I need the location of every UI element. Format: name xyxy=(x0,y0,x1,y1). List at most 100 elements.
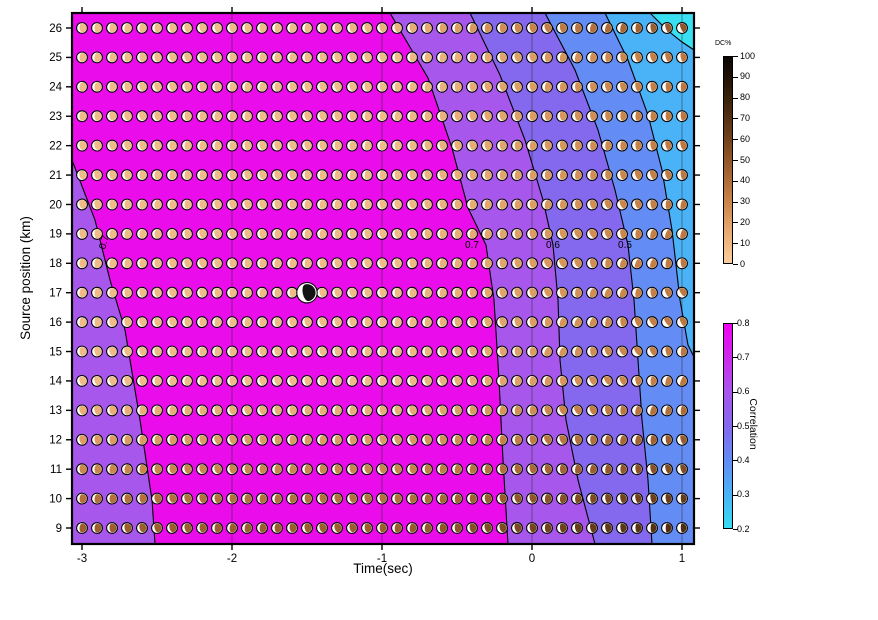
ball-shaded-quadrants xyxy=(439,141,447,150)
focal-mechanism-glyph xyxy=(136,110,148,123)
focal-mechanism-glyph xyxy=(346,522,358,534)
axes-frame-and-ticks: -3 -2 -1 0 126252423222120191817161514131211… xyxy=(49,7,700,565)
focal-mechanism-glyph xyxy=(361,374,373,387)
ball-shaded-quadrants xyxy=(289,141,297,150)
ball-shaded-quadrants xyxy=(574,405,582,415)
ball-shaded-quadrants xyxy=(319,523,327,533)
focal-mechanism-glyph xyxy=(646,345,658,358)
ball-shaded-quadrants xyxy=(244,82,252,92)
ball-shaded-quadrants xyxy=(424,23,432,33)
focal-mechanism-glyph xyxy=(346,433,358,446)
focal-mechanism-glyph xyxy=(391,51,403,64)
ball-shaded-quadrants xyxy=(590,170,597,180)
focal-mechanism-glyph xyxy=(406,522,418,534)
ball-shaded-quadrants xyxy=(650,435,657,445)
ball-shaded-quadrants xyxy=(94,435,102,445)
focal-mechanism-glyph xyxy=(91,433,103,446)
focal-mechanism-glyph xyxy=(466,198,478,211)
ball-shaded-quadrants xyxy=(544,435,552,444)
ball-shaded-quadrants xyxy=(424,199,432,209)
focal-mechanism-glyph xyxy=(541,433,553,446)
ball-shaded-quadrants xyxy=(394,23,402,33)
focal-mechanism-glyph xyxy=(136,463,148,476)
ball-shaded-quadrants xyxy=(604,346,612,356)
focal-mechanism-glyph xyxy=(541,286,553,299)
focal-mechanism-glyph xyxy=(331,522,343,534)
focal-mechanism-glyph xyxy=(316,22,328,34)
ball-shaded-quadrants xyxy=(529,346,537,357)
ball-shaded-quadrants xyxy=(94,229,102,239)
focal-mechanism-glyph xyxy=(571,22,583,34)
focal-mechanism-glyph xyxy=(526,345,538,358)
focal-mechanism-glyph xyxy=(316,257,328,270)
ball-shaded-quadrants xyxy=(559,435,567,445)
focal-mechanism-glyph xyxy=(286,110,298,123)
ball-shaded-quadrants xyxy=(680,346,687,357)
focal-mechanism-glyph xyxy=(661,316,673,329)
ball-shaded-quadrants xyxy=(394,494,402,504)
ball-shaded-quadrants xyxy=(319,82,327,92)
ball-shaded-quadrants xyxy=(154,111,162,121)
focal-mechanism-glyph xyxy=(496,492,508,505)
dc-colorbar-tick-label: 0 xyxy=(740,258,746,269)
ball-shaded-quadrants xyxy=(484,170,492,180)
ball-shaded-quadrants xyxy=(650,52,657,62)
focal-mechanism-glyph xyxy=(661,463,673,476)
ball-shaded-quadrants xyxy=(364,346,372,357)
ball-shaded-quadrants xyxy=(229,405,237,415)
focal-mechanism-glyph xyxy=(496,433,508,446)
focal-mechanism-glyph xyxy=(271,404,283,417)
focal-mechanism-glyph xyxy=(601,522,613,534)
focal-mechanism-glyph xyxy=(91,463,103,476)
ball-shaded-quadrants xyxy=(575,170,582,180)
ball-shaded-quadrants xyxy=(394,288,402,298)
focal-mechanism-glyph xyxy=(91,80,103,93)
focal-mechanism-glyph xyxy=(421,463,433,476)
focal-mechanism-glyph xyxy=(586,492,598,505)
focal-mechanism-glyph xyxy=(511,463,523,476)
ball-shaded-quadrants xyxy=(514,229,522,239)
ball-shaded-quadrants xyxy=(514,435,522,445)
ball-shaded-quadrants xyxy=(244,229,252,239)
band-03-04 xyxy=(605,13,694,357)
focal-mechanism-glyph xyxy=(661,227,673,240)
focal-mechanism-glyph xyxy=(541,198,553,211)
focal-mechanism-glyph xyxy=(646,492,658,505)
focal-mechanism-glyph xyxy=(286,522,298,534)
ball-shaded-quadrants xyxy=(349,229,357,239)
focal-mechanism-glyph xyxy=(211,110,223,123)
focal-mechanism-glyph xyxy=(301,463,313,476)
focal-mechanism-glyph xyxy=(436,257,448,270)
ball-shaded-quadrants xyxy=(334,464,342,474)
ball-shaded-quadrants xyxy=(229,523,237,533)
focal-mechanism-glyph xyxy=(301,227,313,240)
focal-mechanism-glyph xyxy=(151,492,163,505)
ball-shaded-quadrants xyxy=(289,111,297,121)
ball-shaded-quadrants xyxy=(439,347,447,356)
ball-shaded-quadrants xyxy=(590,494,597,504)
ball-shaded-quadrants xyxy=(499,494,507,504)
ball-shaded-quadrants xyxy=(259,258,267,268)
ball-shaded-quadrants xyxy=(124,376,132,386)
focal-mechanism-glyph xyxy=(121,433,133,446)
ball-shaded-quadrants xyxy=(409,52,417,62)
focal-mechanism-glyph xyxy=(631,198,643,211)
ball-shaded-quadrants xyxy=(214,523,222,533)
contour-c07 xyxy=(389,12,509,545)
focal-mechanism-glyph xyxy=(91,227,103,240)
focal-mechanism-glyph xyxy=(676,227,688,240)
ball-shaded-quadrants xyxy=(424,405,432,415)
ball-shaded-quadrants xyxy=(244,405,252,415)
focal-mechanism-glyph xyxy=(601,316,613,329)
ball-shaded-quadrants xyxy=(439,258,447,268)
ball-shaded-quadrants xyxy=(499,170,507,180)
ball-shaded-quadrants xyxy=(454,141,462,150)
focal-mechanism-glyph xyxy=(211,80,223,93)
focal-mechanism-glyph xyxy=(166,492,178,505)
ball-shaded-quadrants xyxy=(409,82,417,92)
focal-mechanism-glyph xyxy=(346,198,358,211)
ball-shaded-quadrants xyxy=(394,258,402,268)
focal-mechanism-glyph xyxy=(346,80,358,93)
focal-mechanism-glyph xyxy=(121,139,133,152)
ball-shaded-quadrants xyxy=(139,494,147,504)
